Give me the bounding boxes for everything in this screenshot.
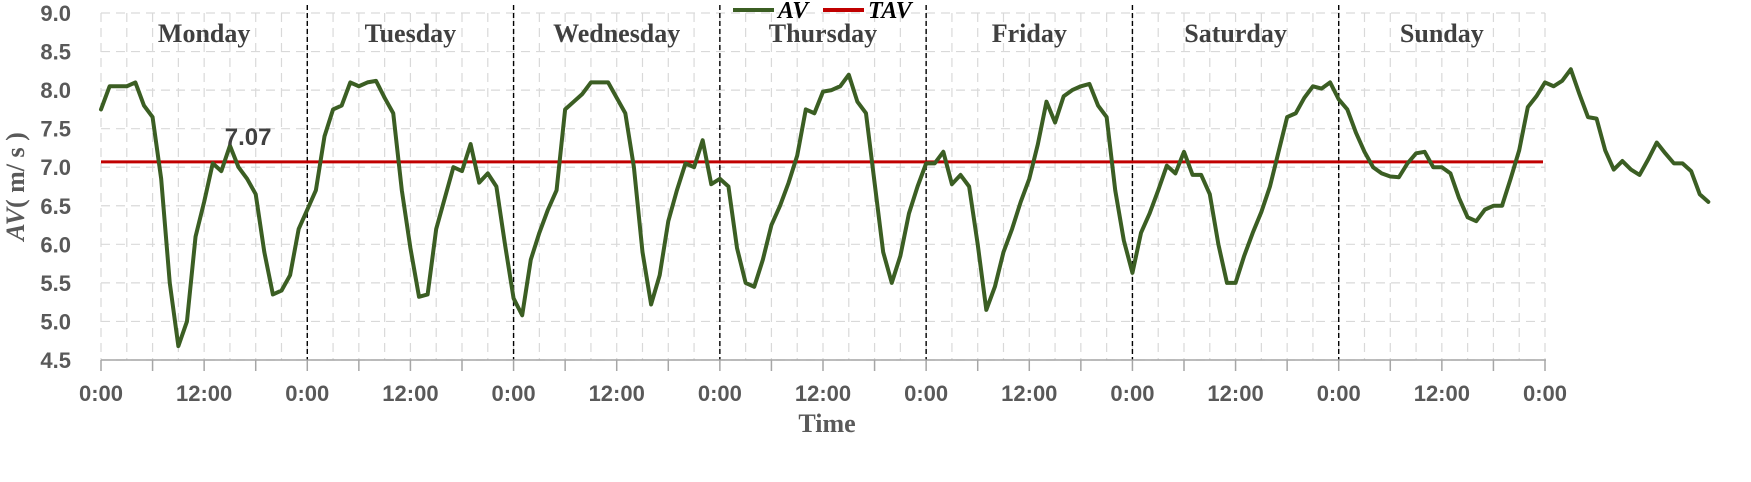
legend-tav-label: TAV — [868, 0, 914, 24]
x-tick-label: 0:00 — [1317, 381, 1361, 406]
x-tick-label: 12:00 — [1001, 381, 1057, 406]
tav-annotation-label: 7.07 — [225, 124, 272, 151]
y-tick-label: 5.5 — [40, 271, 71, 296]
x-tick-label: 0:00 — [79, 381, 123, 406]
y-tick-label: 4.5 — [40, 348, 71, 373]
x-tick-label: 0:00 — [285, 381, 329, 406]
legend: AV TAV — [733, 0, 914, 24]
x-tick-labels: 0:00 12:00 0:00 12:00 0:00 12:00 0:00 12:00 0:00… — [79, 381, 1567, 406]
x-tick-label: 12:00 — [589, 381, 645, 406]
x-tick-label: 0:00 — [492, 381, 536, 406]
x-tick-label: 12:00 — [1414, 381, 1470, 406]
y-tick-label: 7.5 — [40, 117, 71, 142]
x-tick-label: 12:00 — [176, 381, 232, 406]
day-label-thursday: Thursday — [769, 19, 877, 48]
day-labels: Monday Tuesday Wednesday Thursday Friday Satu… — [158, 19, 1484, 48]
x-tick-label: 12:00 — [795, 381, 851, 406]
x-axis-title: Time — [798, 409, 855, 438]
day-label-wednesday: Wednesday — [553, 19, 680, 48]
av-series-line — [99, 67, 1711, 349]
grid — [100, 12, 1546, 361]
y-tick-labels: 4.5 5.0 5.5 6.0 6.5 7.0 7.5 8.0 8.5 9.0 — [40, 1, 71, 373]
x-tick-label: 12:00 — [382, 381, 438, 406]
legend-av-label: AV — [776, 0, 810, 24]
y-tick-label: 5.0 — [40, 309, 71, 334]
day-label-sunday: Sunday — [1400, 19, 1484, 48]
y-axis-title-units: ( m/ s ) — [1, 132, 30, 208]
x-tick-label: 0:00 — [698, 381, 742, 406]
x-tick-label: 0:00 — [904, 381, 948, 406]
y-tick-label: 8.0 — [40, 78, 71, 103]
y-axis-title: AV( m/ s ) — [1, 132, 30, 243]
y-tick-label: 6.5 — [40, 194, 71, 219]
day-label-friday: Friday — [992, 19, 1067, 48]
day-label-monday: Monday — [158, 19, 250, 48]
x-tick-label: 12:00 — [1207, 381, 1263, 406]
y-axis-title-italic: AV — [1, 205, 30, 242]
y-tick-label: 6.0 — [40, 232, 71, 257]
x-tick-label: 0:00 — [1523, 381, 1567, 406]
day-dividers — [306, 5, 1340, 360]
x-tick-label: 0:00 — [1110, 381, 1154, 406]
day-label-saturday: Saturday — [1184, 19, 1287, 48]
x-ticks — [100, 360, 1546, 371]
y-tick-label: 9.0 — [40, 1, 71, 26]
day-label-tuesday: Tuesday — [365, 19, 457, 48]
y-tick-label: 8.5 — [40, 40, 71, 65]
y-tick-label: 7.0 — [40, 155, 71, 180]
